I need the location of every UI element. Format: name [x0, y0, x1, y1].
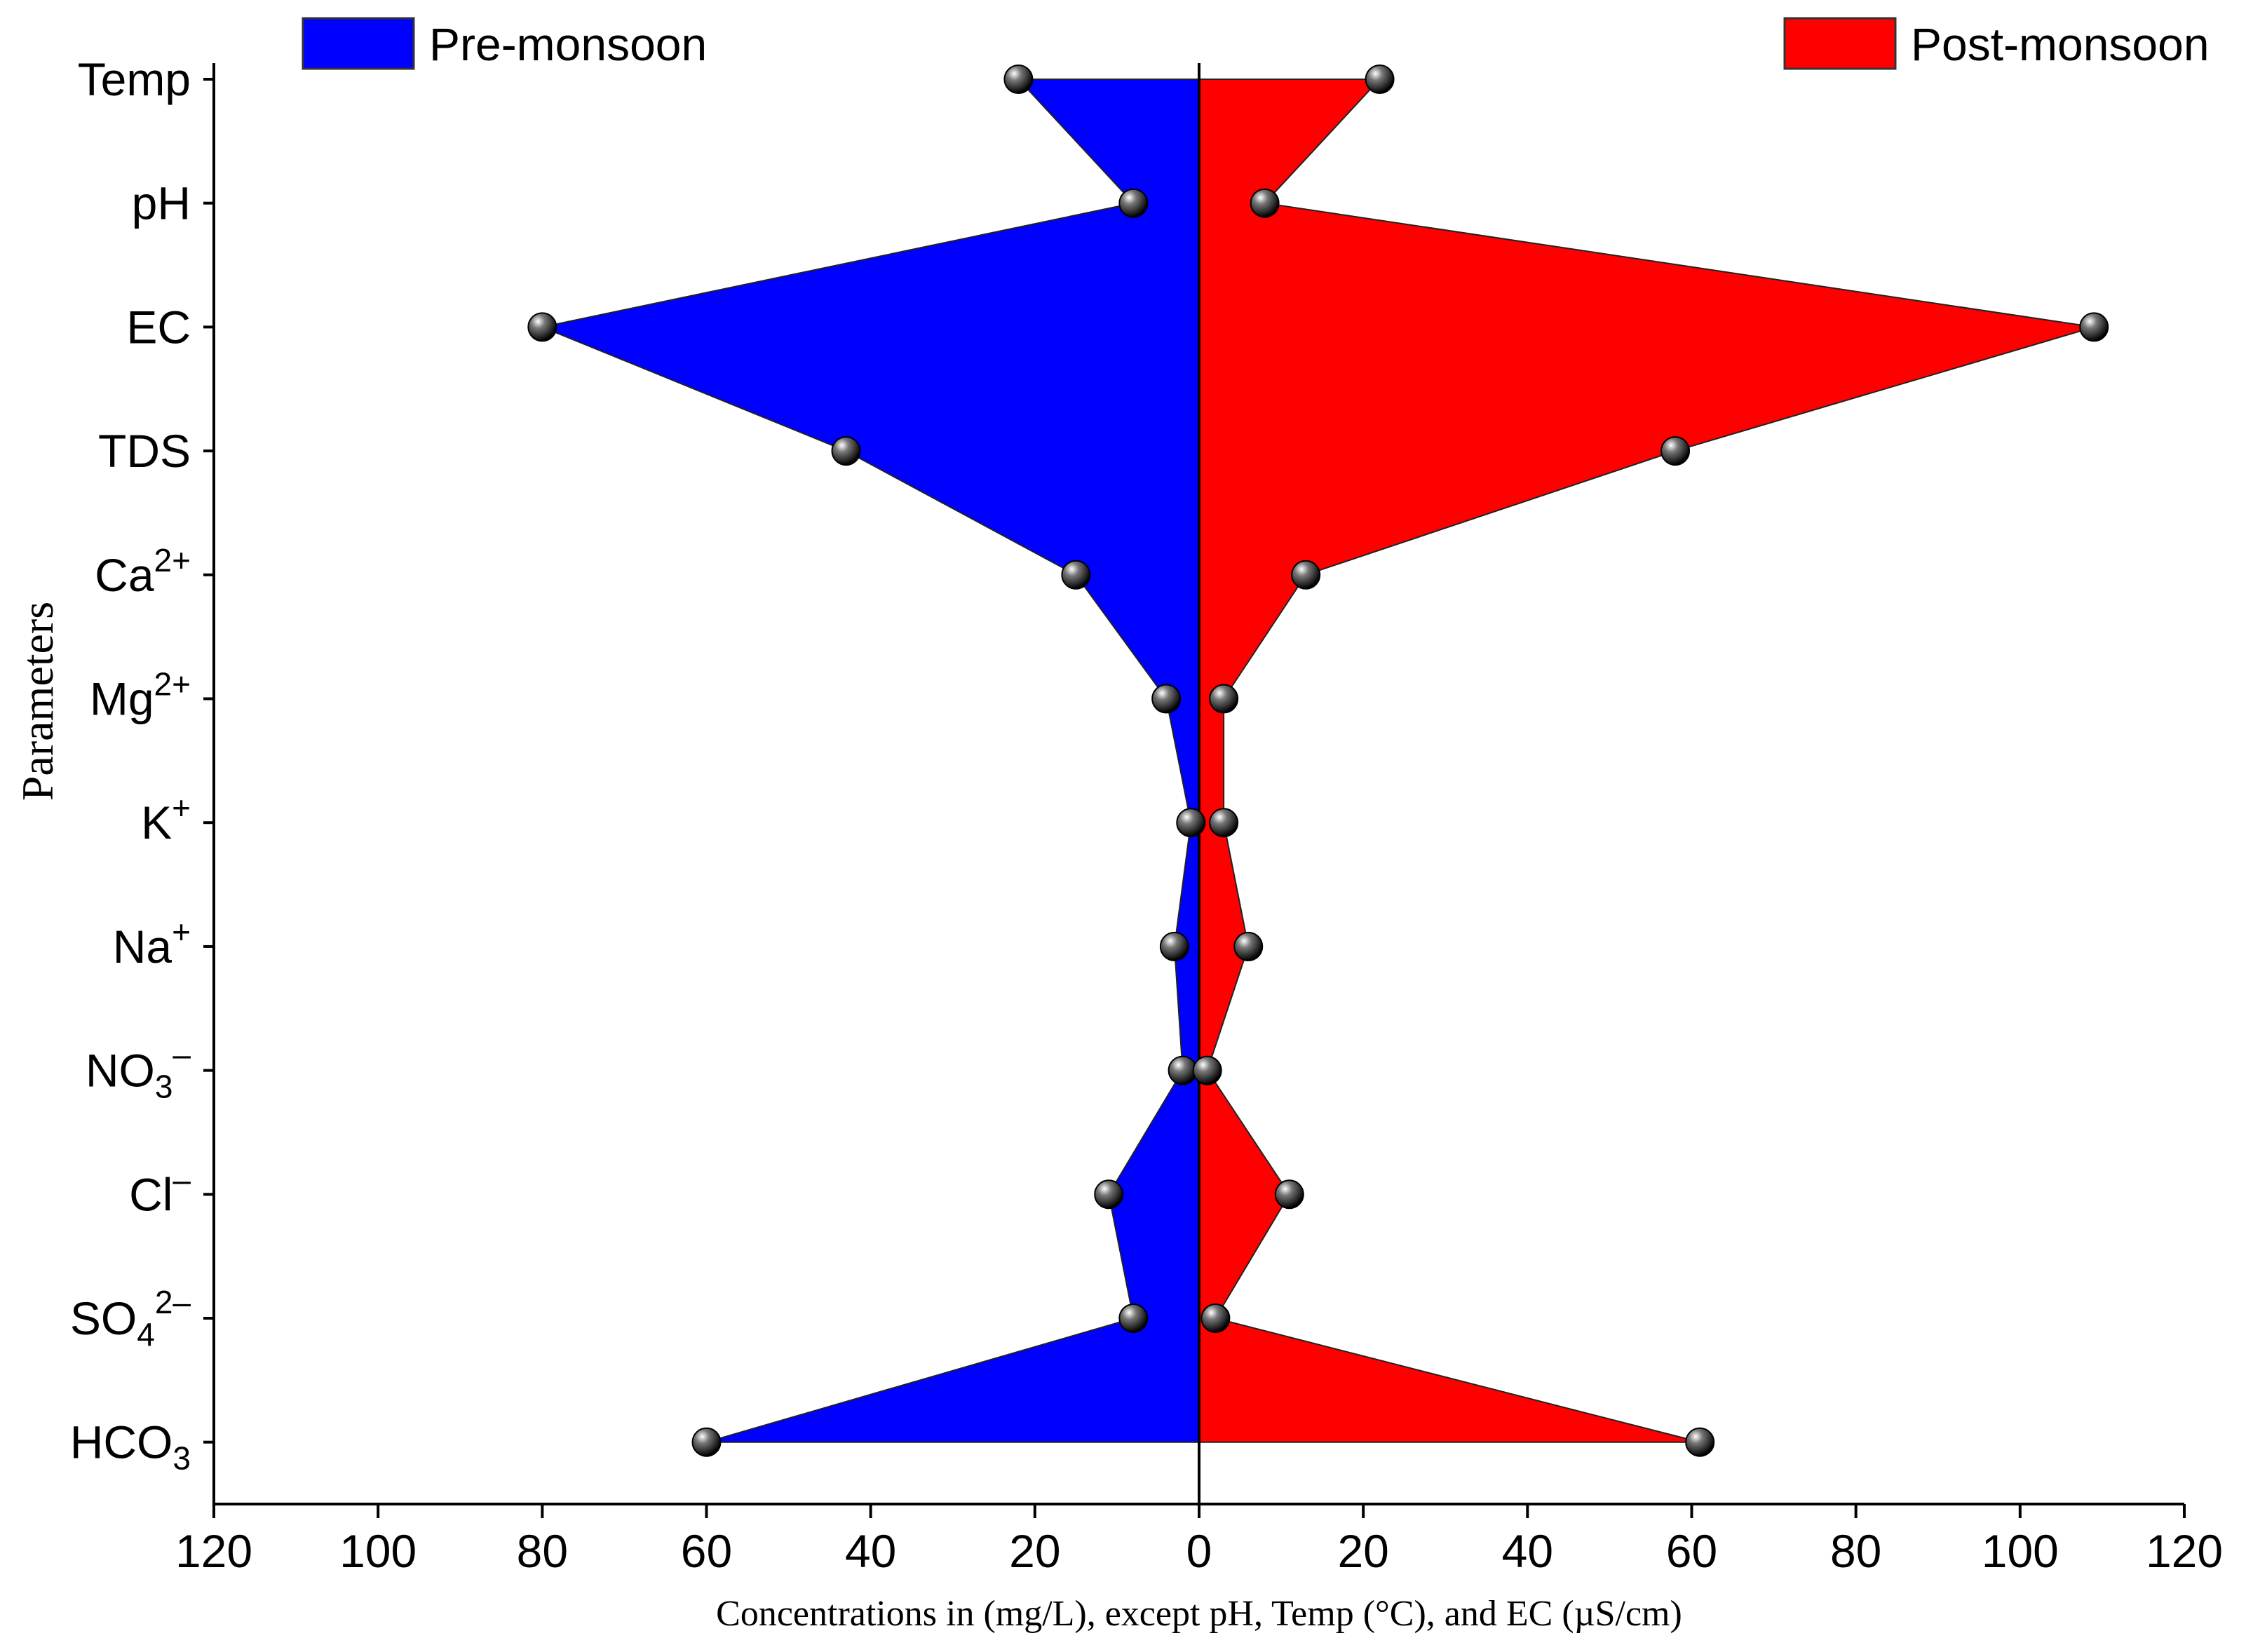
- point-pre-monsoon-k: [1176, 808, 1206, 838]
- point-post-monsoon-k: [1209, 808, 1239, 838]
- y-axis-label: Parameters: [13, 602, 62, 801]
- point-pre-monsoon-na: [1159, 931, 1189, 961]
- x-tick-label: 60: [1666, 1525, 1717, 1577]
- y-tick-label-no: NO3–: [86, 1036, 191, 1105]
- point-pre-monsoon-ph: [1118, 188, 1149, 218]
- point-post-monsoon-cl: [1274, 1179, 1304, 1210]
- x-tick-label: 120: [175, 1525, 252, 1577]
- x-axis-label: Concentrations in (mg/L), except pH, Tem…: [716, 1594, 1682, 1634]
- point-pre-monsoon-tds: [831, 436, 861, 466]
- legend-swatch-post-monsoon: [1783, 17, 1897, 70]
- point-post-monsoon-na: [1233, 931, 1264, 961]
- y-tick-label-temp: Temp: [78, 53, 191, 105]
- x-tick-label: 80: [1830, 1525, 1881, 1577]
- x-tick-label: 100: [1982, 1525, 2059, 1577]
- legend-swatch-pre-monsoon: [302, 17, 415, 70]
- legend-item-pre-monsoon: Pre-monsoon: [302, 17, 707, 70]
- x-tick-label: 20: [1009, 1525, 1060, 1577]
- y-tick-label-hco: HCO3: [70, 1416, 191, 1477]
- point-post-monsoon-no: [1192, 1055, 1222, 1085]
- y-tick-label-cl: Cl–: [129, 1161, 191, 1220]
- point-pre-monsoon-hco: [691, 1427, 722, 1457]
- y-ticks: Temp pH EC TDS Ca2+ Mg2+ K+ Na+ NO3– Cl– SO42– HCO3: [70, 53, 214, 1477]
- y-tick-label-ec: EC: [126, 301, 191, 353]
- y-tick-label-k: K+: [141, 790, 191, 848]
- point-pre-monsoon-no: [1168, 1055, 1198, 1085]
- x-tick-label: 80: [517, 1525, 568, 1577]
- x-tick-label: 60: [681, 1525, 732, 1577]
- chart-areas: [539, 79, 2095, 1443]
- legend-label-post-monsoon: Post-monsoon: [1911, 18, 2210, 70]
- point-pre-monsoon-mg: [1151, 684, 1182, 714]
- point-post-monsoon-ph: [1250, 188, 1280, 218]
- point-post-monsoon-mg: [1209, 684, 1239, 714]
- legend-item-post-monsoon: Post-monsoon: [1783, 17, 2210, 70]
- y-tick-label-mg: Mg2+: [90, 666, 191, 725]
- chart-points: [527, 65, 2109, 1457]
- x-tick-label: 100: [339, 1525, 417, 1577]
- point-pre-monsoon-so: [1118, 1304, 1149, 1333]
- area-post-monsoon: [1198, 79, 2095, 1443]
- x-tick-label: 40: [1502, 1525, 1553, 1577]
- y-tick-label-na: Na+: [113, 914, 191, 973]
- y-tick-label-so: SO42–: [70, 1284, 191, 1353]
- x-ticks: 120 100 80 60 40 20 0 20 40 60 80 100 120: [175, 1504, 2223, 1577]
- x-tick-label: 0: [1186, 1525, 1212, 1577]
- point-pre-monsoon-temp: [1003, 65, 1034, 94]
- y-tick-label-ph: pH: [132, 177, 191, 229]
- point-pre-monsoon-cl: [1094, 1179, 1124, 1210]
- point-pre-monsoon-ca: [1061, 560, 1091, 590]
- point-post-monsoon-so: [1200, 1304, 1231, 1333]
- point-post-monsoon-ca: [1291, 560, 1321, 590]
- y-tick-label-ca: Ca2+: [95, 542, 191, 601]
- legend-label-pre-monsoon: Pre-monsoon: [429, 18, 707, 70]
- y-tick-label-tds: TDS: [98, 425, 191, 477]
- legend: Pre-monsoon Post-monsoon: [302, 17, 2210, 70]
- area-pre-monsoon: [539, 79, 1200, 1443]
- x-tick-label: 120: [2146, 1525, 2223, 1577]
- x-tick-label: 20: [1337, 1525, 1388, 1577]
- point-post-monsoon-hco: [1685, 1427, 1715, 1457]
- point-post-monsoon-temp: [1365, 65, 1395, 94]
- point-post-monsoon-tds: [1660, 436, 1691, 466]
- point-post-monsoon-ec: [2079, 312, 2109, 342]
- x-tick-label: 40: [845, 1525, 896, 1577]
- point-pre-monsoon-ec: [527, 312, 557, 342]
